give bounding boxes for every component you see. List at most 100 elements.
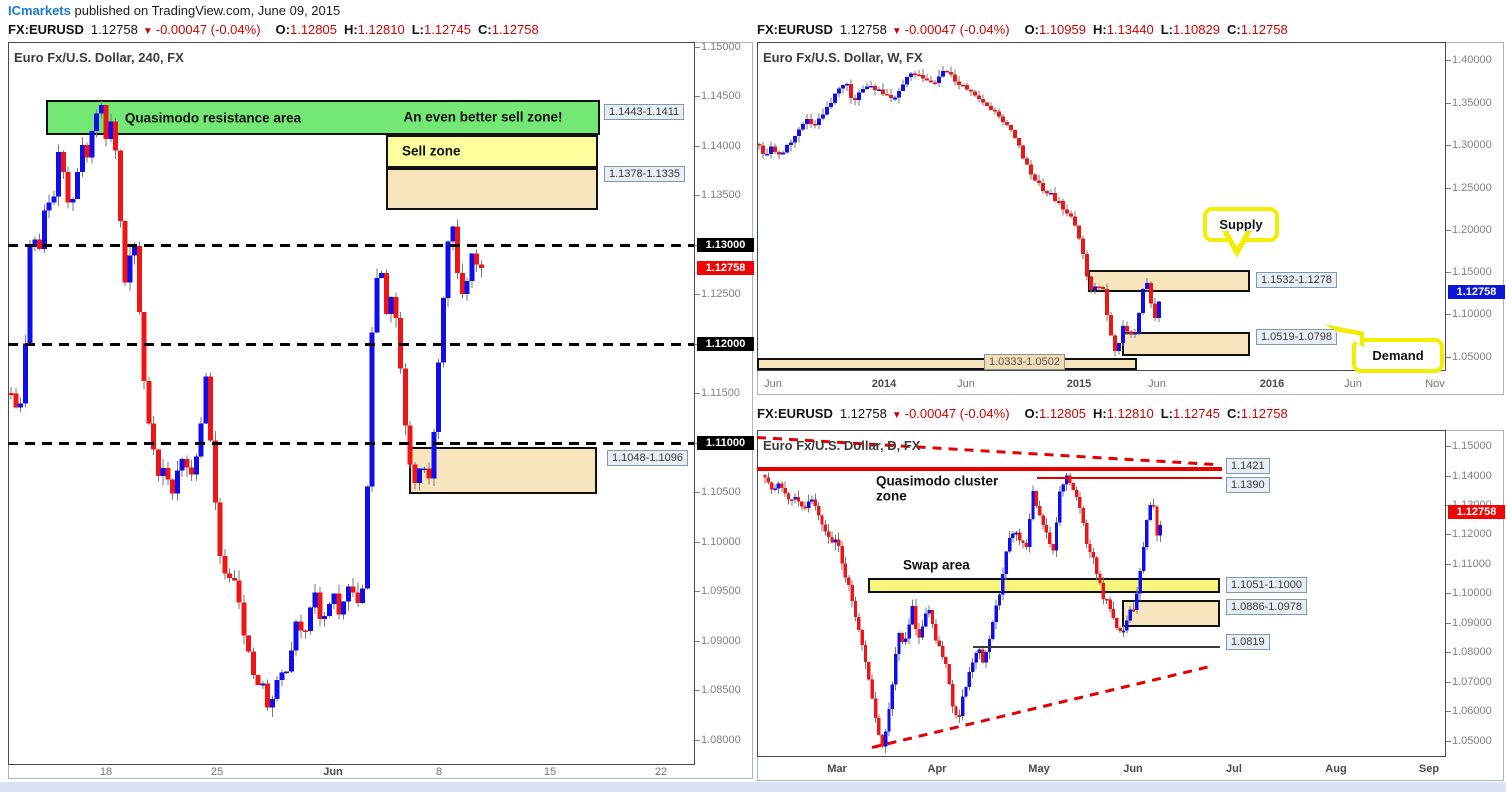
high-key: H: bbox=[343, 22, 358, 37]
price-line-1.0819[interactable] bbox=[973, 645, 1220, 648]
demand-zone-daily[interactable] bbox=[1122, 599, 1220, 628]
axis-tick-mark bbox=[695, 740, 700, 741]
annotation-text[interactable]: Swap area bbox=[903, 557, 970, 573]
price-line-1.11[interactable] bbox=[8, 441, 694, 445]
current-price-label: 1.12758 bbox=[1448, 285, 1505, 299]
chart-title-daily: Euro Fx/U.S. Dollar, D, FX bbox=[763, 438, 921, 453]
symbol-name[interactable]: FX:EURUSD bbox=[8, 22, 84, 37]
y-axis-tick: 1.25000 bbox=[1452, 182, 1492, 194]
last-price: 1.12758 bbox=[90, 22, 138, 37]
annotation-text[interactable]: An even better sell zone! bbox=[403, 109, 563, 125]
y-axis-level-label: 1.11000 bbox=[697, 436, 754, 450]
chart-plot-area[interactable] bbox=[757, 42, 1446, 371]
demand-callout[interactable]: Demand bbox=[1352, 338, 1444, 373]
x-axis-tick: 18 bbox=[99, 766, 113, 778]
price-range-label[interactable]: 1.1378-1.1335 bbox=[604, 166, 685, 182]
price-range-label[interactable]: 1.1532-1.1278 bbox=[1256, 272, 1337, 288]
y-axis-tick: 1.12500 bbox=[701, 288, 741, 300]
open-key: O: bbox=[1024, 22, 1039, 37]
x-axis-tick: Jun bbox=[764, 378, 782, 390]
price-range-label[interactable]: 1.0819 bbox=[1226, 634, 1270, 650]
y-axis-tick: 1.40000 bbox=[1452, 54, 1492, 66]
price-range-label[interactable]: 1.1443-1.1411 bbox=[604, 104, 685, 120]
sell-zone-lower[interactable] bbox=[386, 167, 598, 211]
price-range-label[interactable]: 1.0886-1.0978 bbox=[1226, 599, 1307, 615]
annotation-text[interactable]: zone bbox=[876, 488, 907, 504]
low-value: 1.12745 bbox=[1172, 406, 1220, 421]
y-axis-tick: 1.09000 bbox=[701, 635, 741, 647]
axis-tick-mark bbox=[695, 294, 700, 295]
price-line-1.12[interactable] bbox=[8, 342, 694, 346]
y-axis-tick: 1.30000 bbox=[1452, 139, 1492, 151]
y-axis-tick: 1.35000 bbox=[1452, 97, 1492, 109]
x-axis-tick: Mar bbox=[827, 763, 847, 775]
price-line-1.13[interactable] bbox=[8, 243, 694, 247]
candlestick-series-eurusd-weekly bbox=[757, 66, 1161, 357]
candlestick-series-eurusd-daily bbox=[763, 472, 1162, 753]
annotation-text[interactable]: Quasimodo resistance area bbox=[124, 110, 302, 126]
quasimodo-resistance-zone[interactable] bbox=[46, 100, 600, 136]
price-change: -0.00047 (-0.04%) bbox=[904, 406, 1010, 421]
swap-area-zone[interactable] bbox=[868, 578, 1220, 594]
open-value: 1.12805 bbox=[1038, 406, 1086, 421]
low-value: 1.10829 bbox=[1172, 22, 1220, 37]
demand-zone-240[interactable] bbox=[409, 446, 597, 495]
down-arrow-icon: ▼ bbox=[891, 410, 902, 421]
open-value: 1.10959 bbox=[1038, 22, 1086, 37]
symbol-name[interactable]: FX:EURUSD bbox=[757, 406, 833, 421]
x-axis-tick: 15 bbox=[543, 766, 557, 778]
y-axis-tick: 1.15000 bbox=[1452, 266, 1492, 278]
x-axis-tick: 8 bbox=[435, 766, 443, 778]
price-range-label[interactable]: 1.1390 bbox=[1226, 477, 1270, 493]
high-value: 1.12810 bbox=[357, 22, 405, 37]
axis-tick-mark bbox=[1446, 682, 1451, 683]
down-arrow-icon: ▼ bbox=[891, 26, 902, 37]
price-range-label[interactable]: 1.0333-1.0502 bbox=[984, 354, 1065, 370]
price-range-label[interactable]: 1.1048-1.1096 bbox=[607, 450, 688, 466]
y-axis-level-label: 1.13000 bbox=[697, 238, 754, 252]
axis-tick-mark bbox=[1446, 188, 1451, 189]
publisher-link[interactable]: ICmarkets bbox=[8, 3, 71, 18]
x-axis-tick: 2014 bbox=[871, 378, 897, 390]
y-axis-tick: 1.08500 bbox=[701, 684, 741, 696]
axis-tick-mark bbox=[695, 690, 700, 691]
price-line-1.139[interactable] bbox=[1037, 477, 1222, 480]
high-value: 1.13440 bbox=[1106, 22, 1154, 37]
chart-plot-area[interactable] bbox=[8, 42, 695, 765]
open-key: O: bbox=[1024, 406, 1039, 421]
chart-outer-frame bbox=[8, 42, 753, 779]
axis-tick-mark bbox=[1446, 564, 1451, 565]
sell-zone[interactable] bbox=[386, 135, 598, 168]
x-axis-tick: Jun bbox=[1344, 378, 1362, 390]
x-axis-tick: 25 bbox=[210, 766, 224, 778]
y-axis-tick: 1.14000 bbox=[701, 140, 741, 152]
axis-tick-mark bbox=[1446, 534, 1451, 535]
chart-title-weekly: Euro Fx/U.S. Dollar, W, FX bbox=[763, 50, 923, 65]
high-key: H: bbox=[1092, 22, 1107, 37]
x-axis-tick: 2015 bbox=[1066, 378, 1092, 390]
x-axis-tick: Jul bbox=[1226, 763, 1242, 775]
annotation-text[interactable]: Quasimodo cluster bbox=[876, 473, 999, 489]
candlestick-series-eurusd-240 bbox=[8, 101, 484, 718]
price-range-label[interactable]: 1.0519-1.0798 bbox=[1256, 329, 1337, 345]
axis-tick-mark bbox=[1446, 623, 1451, 624]
x-axis-tick: Sep bbox=[1418, 763, 1440, 775]
symbol-name[interactable]: FX:EURUSD bbox=[757, 22, 833, 37]
x-axis-tick: Jun bbox=[323, 766, 343, 778]
axis-tick-mark bbox=[695, 47, 700, 48]
down-arrow-icon: ▼ bbox=[142, 26, 153, 37]
price-range-label[interactable]: 1.1421 bbox=[1226, 458, 1270, 474]
price-range-label[interactable]: 1.1051-1.1000 bbox=[1226, 577, 1307, 593]
annotation-text[interactable]: Sell zone bbox=[402, 143, 461, 159]
axis-tick-mark bbox=[695, 96, 700, 97]
axis-tick-mark bbox=[1446, 652, 1451, 653]
axis-tick-mark bbox=[1446, 476, 1451, 477]
price-line-1.1421[interactable] bbox=[757, 467, 1222, 472]
low-value: 1.12745 bbox=[423, 22, 471, 37]
axis-tick-mark bbox=[1446, 103, 1451, 104]
price-change: -0.00047 (-0.04%) bbox=[904, 22, 1010, 37]
y-axis-level-label: 1.12000 bbox=[697, 337, 754, 351]
chart-plot-area[interactable] bbox=[757, 430, 1446, 757]
close-key: C: bbox=[477, 22, 492, 37]
x-axis-tick: Jun bbox=[957, 378, 975, 390]
